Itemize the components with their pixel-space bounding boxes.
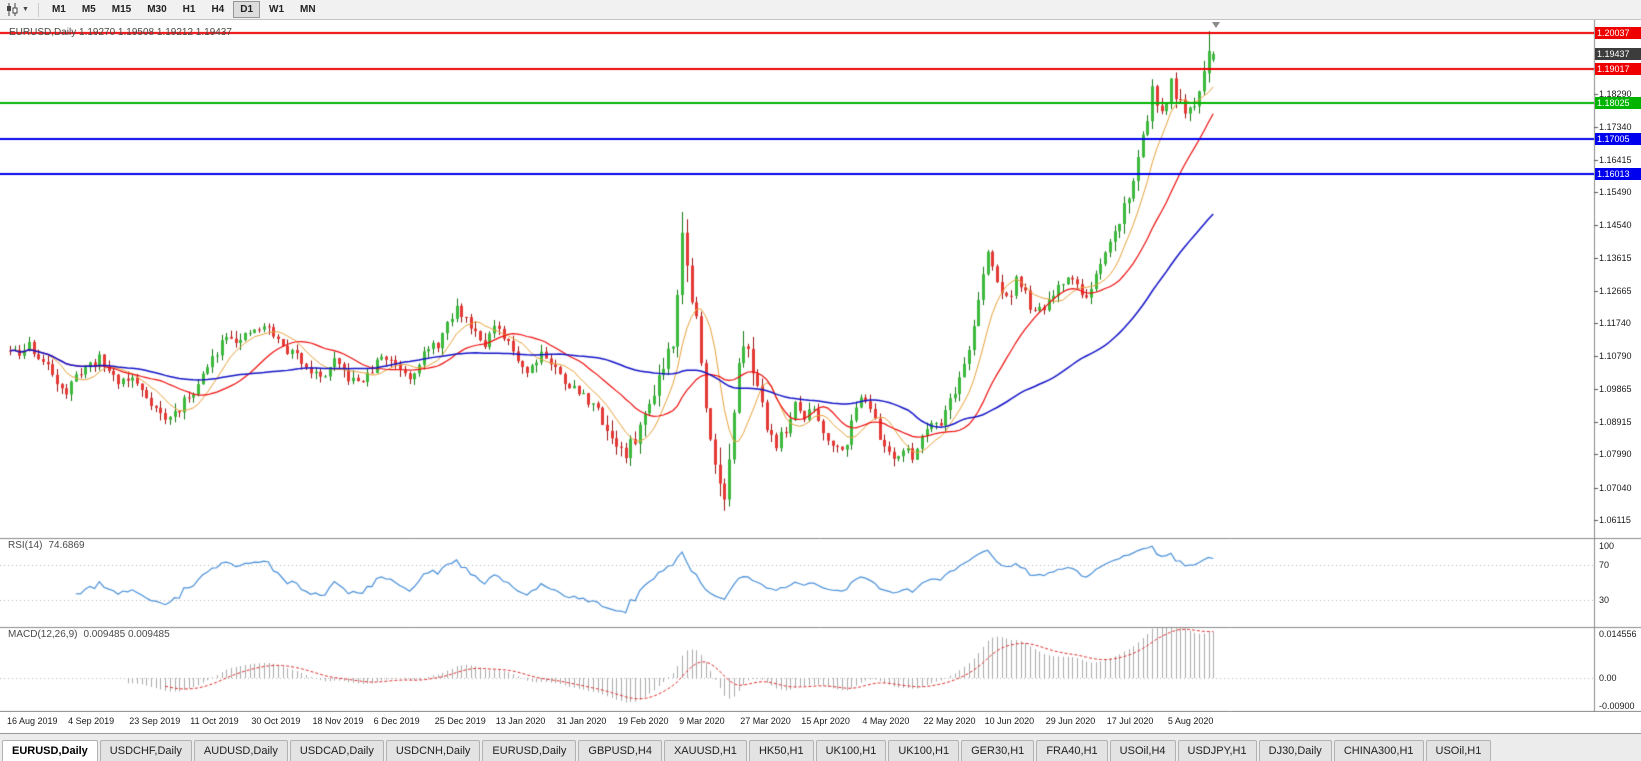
rsi-scale-label: 70: [1599, 559, 1610, 570]
tab-eurusd-daily-0[interactable]: EURUSD,Daily: [2, 740, 98, 761]
price-axis-tick: 1.12665: [1599, 285, 1632, 296]
timeframe-button-m5[interactable]: M5: [81, 4, 96, 15]
time-axis-label: 27 Mar 2020: [740, 716, 791, 726]
tab-hk50-h1-8[interactable]: HK50,H1: [748, 740, 814, 761]
price-axis-tick: 1.11740: [1599, 318, 1631, 329]
tab-fra40-h1-12[interactable]: FRA40,H1: [1036, 740, 1108, 761]
chart-type-button[interactable]: ▼: [4, 2, 31, 17]
price-axis-tick: 1.16415: [1599, 154, 1632, 165]
time-axis-label: 31 Jan 2020: [556, 716, 607, 726]
time-axis-label: 29 Jun 2020: [1045, 716, 1096, 726]
rsi-scale-label: 100: [1599, 541, 1615, 551]
tab-usdjpy-h1-14[interactable]: USDJPY,H1: [1177, 740, 1257, 761]
time-axis-label: 30 Oct 2019: [251, 716, 301, 726]
rsi-value: 74.6869: [48, 540, 85, 551]
time-axis-label: 6 Dec 2019: [373, 716, 420, 726]
price-axis-tick: 1.10790: [1599, 351, 1632, 362]
time-axis-label: 10 Jun 2020: [984, 716, 1035, 726]
time-axis-label: 4 May 2020: [862, 716, 910, 726]
tab-china300-h1-16[interactable]: CHINA300,H1: [1333, 740, 1424, 761]
tab-usdcnh-daily-4[interactable]: USDCNH,Daily: [385, 740, 481, 761]
time-axis-label: 15 Apr 2020: [801, 716, 850, 726]
time-axis-label: 23 Sep 2019: [129, 716, 181, 726]
time-axis-label: 9 Mar 2020: [679, 716, 725, 726]
candlestick-chart-icon: [7, 3, 18, 16]
tab-eurusd-daily-5[interactable]: EURUSD,Daily: [482, 740, 577, 761]
time-axis-label: 19 Feb 2020: [618, 716, 669, 726]
price-line-badge: 1.20037: [1595, 27, 1641, 39]
price-line-badge: 1.19017: [1595, 62, 1641, 75]
time-axis-label: 22 May 2020: [923, 716, 976, 726]
toolbar: ▼ M1 M5 M15 M30 H1 H4 D1 W1 MN: [0, 0, 1641, 20]
timeframe-button-d1[interactable]: D1: [233, 1, 261, 18]
timeframe-button-w1[interactable]: W1: [269, 4, 285, 15]
rsi-scale-label: 30: [1599, 595, 1610, 606]
price-line-badge: 1.17005: [1595, 133, 1641, 146]
price-axis-tick: 1.07040: [1599, 482, 1632, 493]
macd-indicator-label: MACD(12,26,9) 0.009485 0.009485: [8, 629, 170, 640]
tab-usdcad-daily-3[interactable]: USDCAD,Daily: [289, 740, 384, 761]
tab-usoil-h1-17[interactable]: USOil,H1: [1425, 740, 1492, 761]
price-axis-tick: 1.08915: [1599, 417, 1632, 428]
price-chart-canvas[interactable]: [0, 20, 1641, 712]
timeframe-button-m15[interactable]: M15: [111, 4, 132, 15]
timeframe-button-group: M1 M5 M15 M30 H1 H4 D1 W1 MN: [44, 1, 324, 18]
price-line-badge: 1.16013: [1595, 167, 1641, 180]
macd-scale-label: 0.00: [1599, 673, 1617, 683]
chart-shift-marker-icon[interactable]: [1212, 22, 1220, 28]
time-axis-label: 5 Aug 2020: [1167, 716, 1214, 726]
tab-usoil-h4-13[interactable]: USOil,H4: [1109, 740, 1176, 761]
tab-uk100-h1-10[interactable]: UK100,H1: [888, 740, 960, 761]
price-axis-tick: 1.07990: [1599, 449, 1632, 460]
tab-gbpusd-h4-6[interactable]: GBPUSD,H4: [578, 740, 662, 761]
price-axis-tick: 1.14540: [1599, 220, 1632, 231]
time-axis[interactable]: [0, 712, 1594, 733]
timeframe-button-mn[interactable]: MN: [300, 4, 316, 15]
timeframe-button-h1[interactable]: H1: [182, 4, 196, 15]
tab-usdchf-daily-1[interactable]: USDCHF,Daily: [99, 740, 192, 761]
tab-xauusd-h1-7[interactable]: XAUUSD,H1: [663, 740, 747, 761]
chart-tab-bar: EURUSD,Daily USDCHF,Daily AUDUSD,Daily USDC…: [0, 733, 1641, 761]
tab-audusd-daily-2[interactable]: AUDUSD,Daily: [193, 740, 288, 761]
tab-dj30-daily-15[interactable]: DJ30,Daily: [1258, 740, 1332, 761]
tab-uk100-h1-9[interactable]: UK100,H1: [815, 740, 887, 761]
macd-label: MACD(12,26,9): [8, 629, 78, 640]
time-axis-label: 4 Sep 2019: [68, 716, 115, 726]
price-axis-tick: 1.13615: [1599, 252, 1632, 263]
price-line-badge: 1.18025: [1595, 97, 1641, 110]
timeframe-button-m1[interactable]: M1: [51, 4, 66, 15]
price-axis-tick: 1.06115: [1599, 514, 1631, 525]
timeframe-button-m30[interactable]: M30: [147, 4, 167, 15]
rsi-indicator-label: RSI(14) 74.6869: [8, 540, 85, 551]
rsi-label: RSI(14): [8, 540, 43, 551]
tab-ger30-h1-11[interactable]: GER30,H1: [961, 740, 1035, 761]
current-price-badge: 1.19437: [1595, 47, 1641, 60]
price-axis-tick: 1.17340: [1599, 122, 1632, 133]
macd-scale-label: -0.00900: [1599, 701, 1635, 711]
time-axis-label: 18 Nov 2019: [312, 716, 364, 726]
price-axis-tick: 1.18290: [1599, 89, 1632, 100]
macd-scale-label: 0.014556: [1599, 629, 1637, 639]
chart-title: EURUSD,Daily 1.19270 1.19508 1.19212 1.1…: [9, 27, 232, 38]
price-axis-tick: 1.15490: [1599, 187, 1632, 198]
macd-values: 0.009485 0.009485: [83, 629, 170, 640]
time-axis-label: 11 Oct 2019: [190, 716, 239, 726]
chevron-down-icon: ▼: [22, 6, 29, 13]
time-axis-label: 13 Jan 2020: [495, 716, 546, 726]
time-axis-label: 17 Jul 2020: [1106, 716, 1154, 726]
timeframe-button-h4[interactable]: H4: [211, 4, 225, 15]
price-axis-tick: 1.09865: [1599, 383, 1632, 394]
time-axis-label: 16 Aug 2019: [7, 716, 58, 726]
toolbar-separator: [37, 2, 39, 17]
time-axis-label: 25 Dec 2019: [434, 716, 486, 726]
